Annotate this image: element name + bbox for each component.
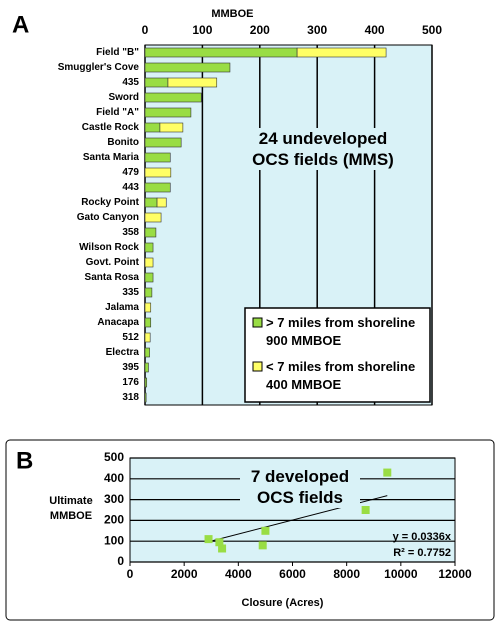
bar-segment <box>144 107 192 118</box>
y-tick-label: Smuggler's Cove <box>58 62 140 73</box>
x-tick-label: 0 <box>142 23 149 37</box>
y-tick-label: 100 <box>104 533 124 547</box>
bar-segment <box>144 257 154 268</box>
bar-segment <box>144 272 154 283</box>
bar-segment <box>144 122 161 133</box>
y-tick-label: 200 <box>104 513 124 527</box>
x-tick-label: 500 <box>422 23 442 37</box>
point <box>361 506 370 514</box>
x-axis-title: Closure (Acres) <box>242 597 324 609</box>
point <box>218 544 227 553</box>
bar-segment <box>144 182 171 193</box>
y-tick-label: 512 <box>122 332 139 343</box>
legend-box <box>244 307 431 403</box>
y-tick-label: 300 <box>104 492 124 506</box>
y-tick-label: 443 <box>122 182 139 193</box>
y-tick-label: Castle Rock <box>82 122 140 133</box>
x-tick-label: 200 <box>250 23 270 37</box>
y-tick-label: 335 <box>122 287 139 298</box>
bar-segment <box>144 377 148 388</box>
panel-label: B <box>16 447 33 474</box>
annotation: 7 developed OCS fields <box>240 466 360 508</box>
bar-segment <box>144 167 172 178</box>
y-tick-label: Wilson Rock <box>79 242 139 253</box>
legend-swatch <box>252 361 263 372</box>
x-axis-title: MMBOE <box>211 8 253 20</box>
y-tick-label: Govt. Point <box>86 257 140 268</box>
bar-segment <box>167 77 218 88</box>
y-tick-label: 435 <box>122 77 139 88</box>
bar-segment <box>144 152 171 163</box>
y-tick-label: Field "B" <box>96 47 139 58</box>
bar-segment <box>144 77 169 88</box>
trend-equation: y = 0.0336x <box>393 531 452 543</box>
bar-segment <box>156 197 167 208</box>
panel-label: A <box>12 11 29 38</box>
x-tick-label: 12000 <box>438 567 472 581</box>
y-tick-label: Sword <box>108 92 139 103</box>
bar-segment <box>159 122 184 133</box>
bar-segment <box>296 47 387 58</box>
bar-segment <box>144 212 162 223</box>
legend-label: < 7 miles from shoreline 400 MMBOE <box>266 359 416 392</box>
y-tick-label: 500 <box>104 450 124 464</box>
y-tick-label: Electra <box>106 347 140 358</box>
point <box>258 541 267 550</box>
bar-segment <box>144 287 153 298</box>
x-tick-label: 0 <box>127 567 134 581</box>
y-tick-label: Rocky Point <box>81 197 139 208</box>
x-tick-label: 2000 <box>171 567 198 581</box>
y-tick-label: Jalama <box>105 302 139 313</box>
y-tick-label: Anacapa <box>97 317 139 328</box>
legend-label: > 7 miles from shoreline 900 MMBOE <box>266 315 416 348</box>
bar-segment <box>144 332 151 343</box>
y-tick-label: Santa Maria <box>83 152 140 163</box>
point <box>261 526 270 535</box>
y-tick-label: Santa Rosa <box>85 272 140 283</box>
bar-segment <box>144 302 152 313</box>
y-tick-label: Field "A" <box>96 107 139 118</box>
y-tick-label: 0 <box>117 554 124 568</box>
x-tick-label: 100 <box>192 23 212 37</box>
bar-segment <box>144 197 158 208</box>
y-tick-label: 318 <box>122 392 139 403</box>
bar-segment <box>144 362 149 373</box>
panel-frame <box>5 439 495 621</box>
bar-segment <box>144 317 152 328</box>
y-tick-label: 400 <box>104 471 124 485</box>
bar-segment <box>144 137 182 148</box>
bar-segment <box>144 242 154 253</box>
trend-r2: R² = 0.7752 <box>393 547 451 559</box>
bar-segment <box>144 62 231 73</box>
y-tick-label: 176 <box>122 377 139 388</box>
bar-segment <box>144 92 202 103</box>
legend-swatch <box>252 317 263 328</box>
bar-segment <box>144 227 157 238</box>
x-tick-label: 6000 <box>279 567 306 581</box>
annotation: 24 undeveloped OCS fields (MMS) <box>248 128 398 170</box>
bar-segment <box>144 347 150 358</box>
x-tick-label: 300 <box>307 23 327 37</box>
y-axis-title: Ultimate MMBOE <box>49 495 93 522</box>
point <box>215 538 224 547</box>
y-tick-label: Gato Canyon <box>77 212 139 223</box>
bar-segment <box>144 392 147 403</box>
x-tick-label: 10000 <box>384 567 418 581</box>
x-tick-label: 8000 <box>333 567 360 581</box>
y-tick-label: 479 <box>122 167 139 178</box>
point <box>204 535 213 544</box>
y-tick-label: 395 <box>122 362 139 373</box>
point <box>383 468 392 477</box>
y-tick-label: 358 <box>122 227 139 238</box>
bar-segment <box>144 47 298 58</box>
y-tick-label: Bonito <box>107 137 139 148</box>
x-tick-label: 400 <box>365 23 385 37</box>
x-tick-label: 4000 <box>225 567 252 581</box>
